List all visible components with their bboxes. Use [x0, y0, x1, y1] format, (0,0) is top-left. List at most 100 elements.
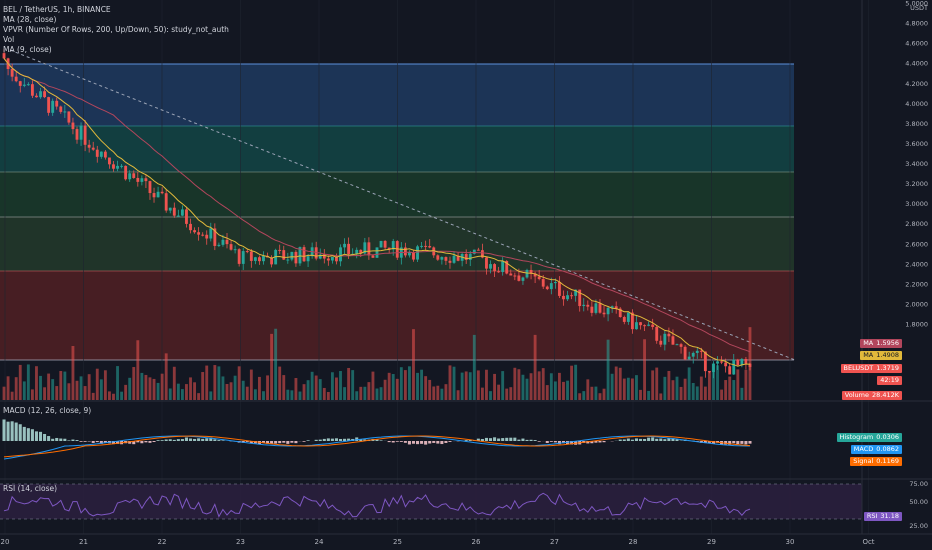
candle-body	[521, 277, 525, 281]
macd-hist-bar	[630, 439, 634, 441]
macd-hist-bar	[176, 439, 180, 441]
candle-body	[529, 269, 533, 274]
volume-bar	[663, 376, 667, 400]
candle-body	[566, 295, 569, 300]
macd-hist-bar	[322, 438, 326, 441]
candle-body	[278, 249, 282, 251]
candle-body	[541, 279, 545, 287]
rsi-legend[interactable]: RSI (14, close)	[3, 484, 58, 493]
volume-bar	[387, 372, 391, 400]
price-tick-label: 3.2000	[905, 180, 928, 188]
macd-hist-bar	[375, 439, 379, 441]
volume-bar	[549, 373, 553, 400]
candle-body	[598, 303, 602, 313]
volume-bar	[290, 390, 294, 400]
ma-28-line	[3, 57, 751, 353]
volume-bar	[695, 386, 699, 400]
symbol-title[interactable]: BEL / TetherUS, 1h, BINANCE	[3, 5, 111, 14]
volume-bar	[651, 370, 655, 400]
macd-hist-bar	[148, 441, 152, 443]
vpvr-legend[interactable]: VPVR (Number Of Rows, 200, Up/Down, 50):…	[3, 25, 229, 34]
volume-bar	[460, 372, 464, 400]
macd-hist-bar	[428, 441, 432, 444]
price-tick-label: 5.0000	[905, 0, 928, 8]
macd-hist-bar	[545, 441, 549, 443]
macd-hist-bar	[667, 438, 671, 441]
volume-bar	[39, 375, 42, 400]
price-tick-label: 2.8000	[905, 220, 928, 228]
volume-bar	[622, 378, 626, 400]
candle-body	[448, 260, 452, 263]
volume-bar	[395, 378, 399, 400]
macd-hist-bar	[47, 436, 51, 441]
macd-hist-bar	[140, 441, 144, 444]
volume-bar	[509, 387, 513, 400]
volume-bar	[655, 367, 659, 400]
macd-signal-badge: Signal 0.1169	[850, 457, 902, 466]
volume-bar	[379, 387, 383, 400]
candle-body	[132, 173, 136, 178]
trendline[interactable]	[9, 49, 796, 361]
candle-body	[128, 173, 132, 180]
volume-bar	[667, 370, 671, 400]
volume-bar	[545, 385, 549, 400]
macd-legend[interactable]: MACD (12, 26, close, 9)	[3, 406, 92, 415]
macd-hist-bar	[643, 438, 647, 441]
volume-bar	[375, 388, 379, 400]
vol-legend[interactable]: Vol	[3, 35, 15, 44]
volume-bar	[197, 393, 201, 400]
candle-body	[120, 165, 124, 167]
macd-hist-bar	[26, 428, 30, 441]
macd-hist-bar	[736, 441, 740, 444]
volume-bar	[245, 386, 249, 400]
volume-bar	[501, 371, 505, 400]
volume-bar	[582, 391, 586, 400]
macd-hist-bar	[128, 441, 132, 444]
volume-bar	[30, 389, 34, 400]
candle-body	[497, 271, 501, 273]
rsi-line	[3, 492, 751, 518]
volume-bar	[416, 372, 419, 400]
candle-body	[286, 259, 290, 261]
candle-body	[375, 247, 379, 258]
macd-hist-bar	[180, 439, 184, 441]
ma-28-legend[interactable]: MA (28, close)	[3, 15, 57, 24]
time-tick-label: 24	[315, 538, 324, 546]
macd-hist-bar	[79, 441, 83, 442]
time-axis-ticks: 20 21 22 23 24 25 26 27 28 29 30 Oct	[1, 538, 875, 546]
macd-hist-bar	[424, 441, 428, 445]
candle-body	[95, 149, 99, 157]
candle-body	[156, 191, 160, 198]
candle-body	[383, 240, 387, 248]
macd-hist-bar	[598, 441, 602, 443]
candle-body	[270, 257, 274, 265]
candle-body	[509, 273, 513, 276]
candle-body	[367, 242, 371, 256]
macd-hist-bar	[221, 440, 225, 441]
volume-bar	[391, 374, 395, 400]
volume-bar	[237, 366, 241, 400]
macd-hist-bar	[83, 441, 87, 442]
macd-hist-bar	[213, 439, 217, 441]
candle-body	[675, 344, 679, 346]
volume-bar	[699, 376, 703, 400]
volume-bar	[424, 376, 428, 400]
macd-hist-bar	[274, 441, 278, 444]
volume-bar	[132, 367, 136, 400]
macd-hist-bar	[51, 438, 55, 441]
ma-9-legend[interactable]: MA (9, close)	[3, 45, 52, 54]
macd-hist-bar	[18, 424, 22, 441]
candle-body	[339, 247, 342, 262]
macd-hist-bar	[501, 438, 505, 441]
candle-body	[172, 207, 176, 216]
candle-body	[574, 289, 578, 296]
macd-hist-bar	[537, 441, 541, 442]
volume-bar	[112, 393, 115, 400]
candle-body	[35, 95, 38, 98]
candle-body	[663, 333, 667, 345]
candle-body	[197, 232, 201, 235]
price-tick-label: 4.2000	[905, 80, 928, 88]
volume-bar	[408, 366, 411, 400]
candle-body	[124, 165, 128, 180]
